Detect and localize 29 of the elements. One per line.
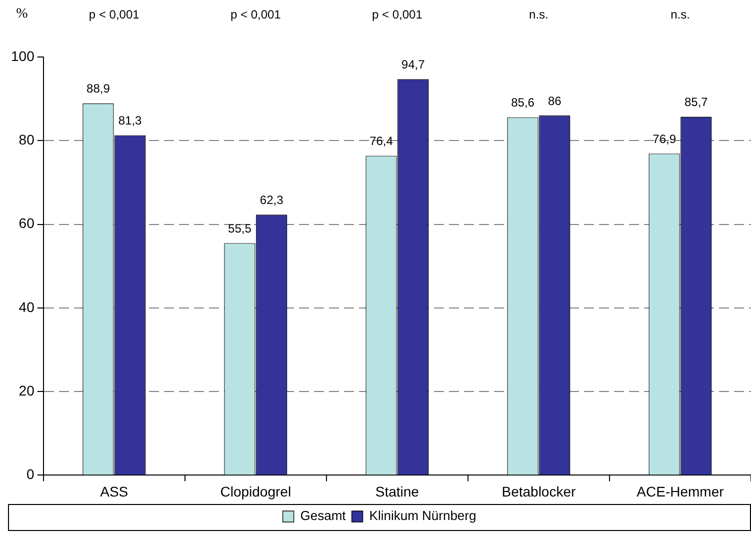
- data-label: 62,3: [260, 192, 284, 207]
- y-tick-label: 20: [18, 382, 35, 398]
- data-label: 76,9: [652, 132, 676, 146]
- x-tick-label: ASS: [100, 483, 128, 500]
- x-tick-label: Statine: [375, 483, 420, 500]
- legend-label: Gesamt: [300, 508, 346, 524]
- data-label: 94,7: [401, 57, 426, 72]
- text: n.s.: [529, 7, 548, 22]
- legend-label: Klinikum Nürnberg: [369, 508, 476, 524]
- x-tick-label: Betablocker: [502, 483, 576, 500]
- data-label: 85,6: [511, 96, 535, 110]
- y-tick-label: 80: [18, 132, 35, 148]
- text: p < 0,001: [230, 7, 282, 22]
- text: p < 0,001: [88, 7, 140, 22]
- y-tick-label: 100: [11, 48, 35, 64]
- text: n.s.: [670, 7, 690, 22]
- data-label: 81,3: [118, 114, 142, 128]
- data-label: 76,4: [370, 134, 394, 148]
- data-label: 88,9: [86, 82, 110, 96]
- data-label: 55,5: [228, 221, 252, 236]
- y-tick-label: 0: [26, 466, 35, 482]
- text: p < 0,001: [372, 7, 423, 22]
- x-tick-label: Clopidogrel: [220, 483, 292, 500]
- y-tick-label: 40: [18, 298, 35, 315]
- x-tick-label: ACE-Hemmer: [636, 483, 724, 500]
- y-tick-label: 60: [18, 215, 35, 232]
- data-label: 86: [548, 94, 562, 108]
- y-axis-title: %: [16, 6, 28, 22]
- data-label: 85,7: [684, 95, 708, 110]
